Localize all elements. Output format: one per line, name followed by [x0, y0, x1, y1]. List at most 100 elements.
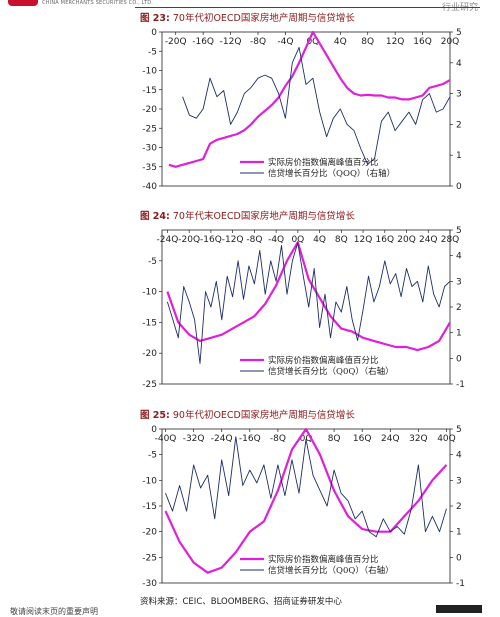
- legend-label: 信贷增长百分比（Q0Q）（右轴）: [268, 366, 394, 377]
- y-right-tick-label: 4: [456, 252, 462, 262]
- legend-label: 信贷增长百分比（QOQ）（右轴）: [268, 168, 395, 179]
- figure-number: 图 25:: [140, 410, 170, 421]
- x-tick-label: 8Q: [328, 434, 341, 444]
- y-left-tick-label: -20: [142, 105, 157, 115]
- figure-title-text: 70年代初OECD国家房地产周期与信贷增长: [172, 13, 355, 24]
- brand-logo: [8, 0, 38, 6]
- y-right-tick-label: 1: [456, 151, 462, 161]
- legend-label: 实际房价指数偏离峰值百分比: [268, 157, 379, 168]
- figure-number: 图 24:: [140, 211, 170, 222]
- legend-label: 信贷增长百分比（Q0Q）（右轴）: [268, 565, 394, 576]
- y-right-tick-label: 1: [456, 528, 462, 538]
- price-deviation-line: [166, 241, 451, 352]
- y-left-tick-label: -15: [142, 502, 157, 512]
- figure-24-title: 图 24: 70年代末OECD国家房地产周期与信贷增长: [140, 208, 355, 222]
- x-tick-label: -4Q: [277, 37, 293, 47]
- y-right-tick-label: 4: [456, 451, 462, 461]
- y-right-tick-label: 0: [456, 553, 462, 563]
- y-left-tick-label: -25: [142, 553, 157, 563]
- x-tick-label: 16Q: [353, 434, 372, 444]
- y-left-tick-label: -30: [142, 144, 157, 154]
- y-right-tick-label: 1: [456, 329, 462, 339]
- brand-name: CHINA MERCHANTS SECURITIES CO., LTD.: [42, 0, 154, 6]
- y-left-tick-label: 0: [151, 425, 157, 435]
- x-tick-label: 0Q: [291, 235, 304, 245]
- x-tick-label: -32Q: [183, 434, 205, 444]
- y-right-tick-label: 0: [456, 182, 462, 192]
- y-left-tick-label: -10: [142, 67, 157, 77]
- y-left-tick-label: -15: [142, 86, 157, 96]
- y-right-tick-label: 4: [456, 59, 462, 69]
- y-left-tick-label: -20: [142, 528, 157, 538]
- figure-title-text: 70年代末OECD国家房地产周期与信贷增长: [172, 211, 355, 222]
- y-left-tick-label: -20: [142, 349, 157, 359]
- y-left-tick-label: -40: [142, 182, 157, 192]
- figure-23-title: 图 23: 70年代初OECD国家房地产周期与信贷增长: [140, 10, 355, 24]
- y-left-tick-label: -5: [148, 257, 157, 267]
- x-tick-label: 16Q: [413, 37, 432, 47]
- x-tick-label: 24Q: [381, 434, 400, 444]
- y-right-tick-label: -1: [456, 380, 465, 390]
- legend-label: 实际房价指数偏离峰值百分比: [268, 554, 379, 565]
- x-tick-label: 32Q: [409, 434, 428, 444]
- y-left-tick-label: -30: [142, 579, 157, 589]
- chart-figure-24: -24Q -20Q -16Q -12Q -8Q -4Q 0Q 4Q 8Q 12Q 16Q 20Q 24Q…: [142, 226, 465, 390]
- credit-growth-line: [182, 46, 451, 165]
- chart-figure-25: -40Q -32Q -24Q -16Q -8Q 0Q 8Q 16Q 24Q 32Q 40Q0-5-1…: [142, 425, 465, 589]
- footer-disclaimer: 敬请阅读末页的重要声明: [10, 607, 98, 616]
- x-tick-label: -12Q: [220, 37, 242, 47]
- x-tick-label: -8Q: [270, 434, 286, 444]
- x-tick-label: 40Q: [437, 434, 456, 444]
- y-left-tick-label: -10: [142, 288, 157, 298]
- y-right-tick-label: 5: [456, 28, 462, 38]
- y-left-tick-label: -35: [142, 163, 157, 173]
- x-tick-label: 8Q: [335, 235, 348, 245]
- y-right-tick-label: 5: [456, 226, 462, 236]
- x-tick-label: 16Q: [376, 235, 395, 245]
- y-left-tick-label: -5: [148, 47, 157, 57]
- x-tick-label: 12Q: [354, 235, 373, 245]
- x-tick-label: -4Q: [268, 235, 284, 245]
- x-tick-label: -20Q: [165, 37, 187, 47]
- credit-growth-line: [165, 436, 447, 538]
- chart-figure-23: -20Q -16Q -12Q -8Q -4Q 0Q 4Q 8Q 12Q 16Q 20Q 0 -5 -10 -…: [142, 28, 462, 192]
- y-right-tick-label: 2: [456, 303, 462, 313]
- y-right-tick-label: -1: [456, 579, 465, 589]
- figure-title-text: 90年代初OECD国家房地产周期与信贷增长: [172, 410, 355, 421]
- x-tick-label: -16Q: [192, 37, 214, 47]
- y-left-tick-label: -25: [142, 380, 157, 390]
- y-left-tick-label: -10: [142, 476, 157, 486]
- y-left-tick-label: -5: [148, 451, 157, 461]
- x-tick-label: -8Q: [250, 37, 266, 47]
- x-tick-label: 20Q: [441, 37, 460, 47]
- y-right-tick-label: 2: [456, 502, 462, 512]
- y-left-tick-label: -15: [142, 318, 157, 328]
- x-tick-label: -20Q: [178, 235, 200, 245]
- legend-label: 实际房价指数偏离峰值百分比: [268, 355, 379, 366]
- x-tick-label: 4Q: [313, 235, 326, 245]
- x-tick-label: 12Q: [386, 37, 405, 47]
- y-right-tick-label: 3: [456, 277, 462, 287]
- price-deviation-line: [164, 427, 448, 574]
- y-left-tick-label: 0: [151, 28, 157, 38]
- x-tick-label: -12Q: [222, 235, 244, 245]
- x-tick-label: -8Q: [246, 235, 262, 245]
- credit-growth-line: [166, 242, 451, 364]
- x-tick-label: 0Q: [306, 37, 319, 47]
- x-tick-label: -40Q: [155, 434, 177, 444]
- x-tick-label: 24Q: [419, 235, 438, 245]
- y-right-tick-label: 0: [456, 354, 462, 364]
- page-number-box: [436, 605, 482, 613]
- x-tick-label: -16Q: [200, 235, 222, 245]
- figure-25-title: 图 25: 90年代初OECD国家房地产周期与信贷增长: [140, 407, 355, 421]
- y-right-tick-label: 5: [456, 425, 462, 435]
- x-tick-label: -16Q: [239, 434, 261, 444]
- price-deviation-line: [168, 30, 451, 168]
- x-tick-label: -24Q: [157, 235, 179, 245]
- y-right-tick-label: 2: [456, 120, 462, 130]
- figure-number: 图 23:: [140, 13, 170, 24]
- x-tick-label: -24Q: [211, 434, 233, 444]
- x-tick-label: 28Q: [441, 235, 460, 245]
- source-note: 资料来源：CEIC、BLOOMBERG、招商证券研发中心: [140, 597, 342, 607]
- x-tick-label: 8Q: [361, 37, 374, 47]
